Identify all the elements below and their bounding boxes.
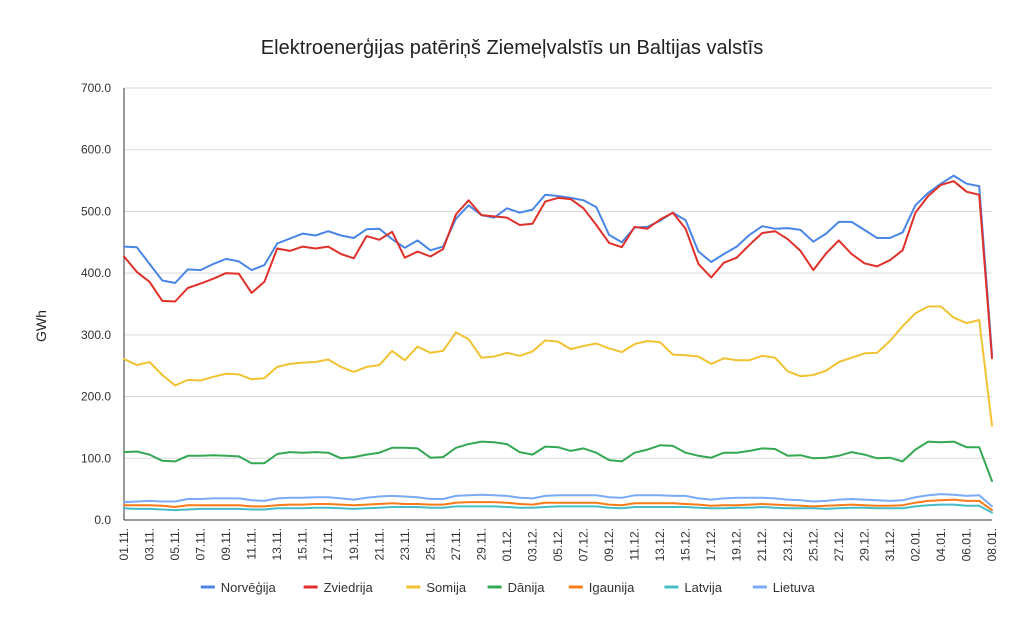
x-tick-label: 17.12. [704,528,718,561]
series-line-igaunija [123,498,993,512]
x-tick-label: 19.12. [730,528,744,561]
y-axis-ticks: 0.0 100.0 200.0 300.0 400.0 500.0 600.0 700.0 [81,81,111,527]
legend-item-somija: Somija [406,580,467,595]
x-tick-label: 13.11. [270,528,284,560]
x-axis-ticks: 01.11. 03.11. 05.11. 07.11. 09.11. 11.11. 13.1… [117,528,999,561]
legend-label: Dānija [508,580,546,595]
x-tick-label: 08.01. [985,528,999,561]
legend-label: Zviedrija [324,580,374,595]
x-tick-label: 25.12. [806,528,820,561]
x-tick-label: 05.12. [551,528,565,561]
series-line-lietuva [123,493,993,508]
x-tick-label: 27.12. [832,528,846,561]
series-lines [123,174,993,514]
x-tick-label: 15.12. [679,528,693,561]
legend-item-zviedrija: Zviedrija [303,580,374,595]
chart-title: Elektroenerģijas patēriņš Ziemeļvalstīs … [261,37,763,59]
x-tick-label: 03.11. [143,528,157,560]
legend-item-igaunija: Igaunija [568,580,635,595]
legend-label: Norvēģija [221,580,277,595]
y-tick-label: 100.0 [81,451,111,465]
x-tick-label: 06.01. [959,528,973,561]
y-tick-label: 400.0 [81,266,111,280]
x-tick-label: 11.11. [245,528,259,560]
y-tick-label: 200.0 [81,390,111,404]
legend-item-lietuva: Lietuva [752,580,816,595]
y-axis-label: GWh [33,310,49,342]
legend: Norvēģija Zviedrija Somija Dānija Igaunija La… [200,580,816,595]
x-tick-label: 09.12. [602,528,616,561]
x-tick-label: 13.12. [653,528,667,561]
y-tick-label: 300.0 [81,328,111,342]
x-tick-label: 23.11. [398,528,412,560]
x-tick-label: 23.12. [781,528,795,561]
x-tick-label: 19.11. [347,528,361,560]
y-tick-label: 0.0 [94,513,111,527]
x-tick-label: 04.01. [934,528,948,561]
y-tick-label: 600.0 [81,143,111,157]
x-tick-label: 03.12. [525,528,539,561]
legend-item-norvegija: Norvēģija [200,580,277,595]
x-tick-label: 01.12. [500,528,514,561]
x-tick-label: 02.01. [908,528,922,561]
x-tick-label: 07.12. [577,528,591,561]
legend-item-danija: Dānija [487,580,546,595]
series-line-somija [123,305,993,427]
legend-item-latvija: Latvija [664,580,723,595]
x-tick-label: 17.11. [321,528,335,560]
legend-label: Latvija [684,580,722,595]
x-tick-label: 11.12. [628,528,642,560]
gridlines [123,87,992,520]
legend-label: Igaunija [589,580,635,595]
y-tick-label: 700.0 [81,81,111,95]
x-tick-label: 21.11. [372,528,386,560]
x-tick-label: 15.11. [296,528,310,560]
legend-label: Lietuva [773,580,816,595]
x-tick-label: 27.11. [449,528,463,560]
legend-label: Somija [426,580,467,595]
x-tick-label: 29.11. [474,528,488,560]
series-line-latvija [123,503,993,514]
x-tick-label: 29.12. [857,528,871,561]
x-tick-label: 07.11. [194,528,208,560]
x-tick-label: 09.11. [219,528,233,560]
x-tick-label: 25.11. [423,528,437,560]
x-tick-label: 05.11. [168,528,182,560]
x-tick-label: 31.12. [883,528,897,561]
series-line-norvegija [123,174,993,356]
x-tick-label: 21.12. [755,528,769,561]
x-tick-label: 01.11. [117,528,131,560]
series-line-zviedrija [123,180,993,360]
y-tick-label: 500.0 [81,204,111,218]
series-line-danija [123,440,993,483]
